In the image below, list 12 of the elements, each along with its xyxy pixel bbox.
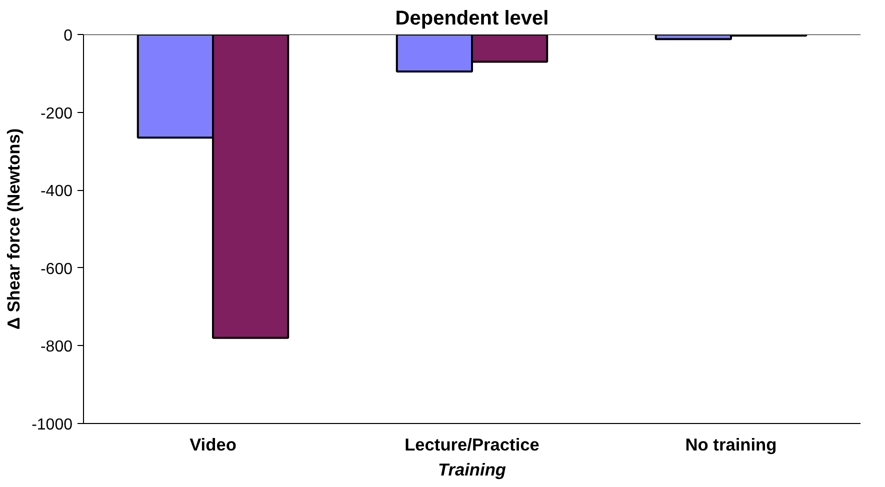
x-tick-label: No training	[685, 434, 777, 454]
y-tick-label: -400	[40, 183, 73, 200]
y-tick-label: 0	[64, 28, 73, 44]
x-tick-label: Video	[190, 434, 236, 454]
chart-title: Dependent level	[395, 8, 549, 30]
x-axis-title: Training	[438, 460, 506, 480]
x-tick-label: Lecture/Practice	[404, 434, 540, 454]
y-tick-label: -600	[40, 260, 73, 278]
y-axis-title: Δ Shear force (Newtons)	[4, 128, 24, 330]
y-tick-label: -800	[40, 338, 73, 356]
y-tick-label: -1000	[32, 416, 73, 434]
y-tick-label: -200	[40, 105, 73, 122]
